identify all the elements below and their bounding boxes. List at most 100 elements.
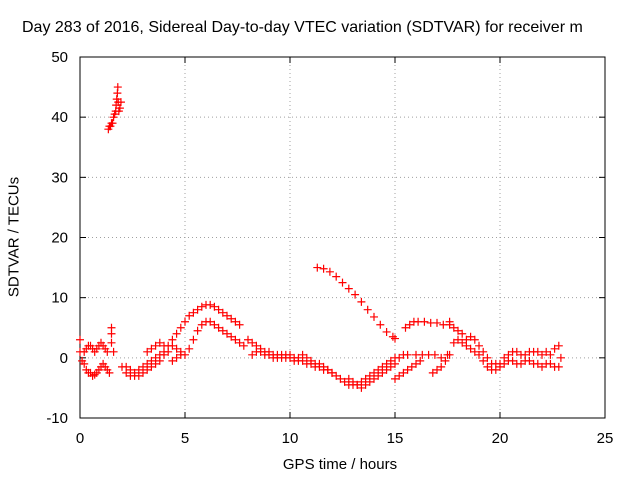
data-point (376, 320, 385, 329)
data-point (483, 353, 492, 362)
data-point (449, 338, 458, 347)
data-point (315, 359, 324, 368)
data-point (197, 320, 206, 329)
data-point (231, 335, 240, 344)
data-point (416, 356, 425, 365)
data-point (164, 347, 173, 356)
data-point (370, 368, 378, 377)
data-point (176, 323, 185, 332)
data-point (357, 383, 366, 392)
data-point (500, 359, 509, 368)
data-point (479, 356, 488, 365)
x-tick-label: 25 (597, 430, 614, 447)
data-point (491, 365, 500, 374)
data-point (458, 329, 467, 338)
data-point (483, 362, 492, 371)
data-point (90, 370, 99, 379)
data-point (386, 356, 395, 365)
data-point (325, 267, 334, 276)
data-point (223, 329, 231, 338)
data-point (395, 371, 404, 380)
data-point (340, 377, 349, 386)
data-point (231, 317, 240, 326)
data-point (115, 104, 124, 113)
data-point (248, 338, 257, 347)
data-point (239, 341, 248, 350)
data-point (470, 335, 479, 344)
data-point (193, 305, 202, 314)
data-point (185, 344, 194, 353)
data-point (546, 359, 555, 368)
data-point (197, 302, 206, 311)
data-point (160, 350, 168, 359)
data-point (210, 302, 219, 311)
data-point (294, 353, 303, 362)
data-point (116, 98, 125, 107)
data-point (466, 344, 475, 353)
data-point (349, 377, 357, 386)
data-point (168, 341, 177, 350)
x-tick-label: 5 (181, 430, 189, 447)
y-tick-label: 50 (51, 49, 68, 66)
data-point (378, 362, 387, 371)
data-point (176, 350, 185, 359)
data-point (370, 312, 378, 321)
x-tick-label: 20 (492, 430, 509, 447)
data-point (344, 284, 353, 293)
y-axis-label: SDTVAR / TECUs (5, 176, 23, 298)
data-point (214, 305, 223, 314)
data-point (533, 347, 542, 356)
data-point (256, 347, 265, 356)
data-point (412, 359, 420, 368)
y-tick-label: 30 (51, 169, 68, 186)
data-point (126, 365, 135, 374)
data-point (441, 356, 450, 365)
data-point (107, 338, 116, 347)
data-point (307, 356, 315, 365)
data-point (361, 380, 370, 389)
data-point (323, 365, 332, 374)
data-point (399, 368, 408, 377)
data-point (189, 335, 198, 344)
data-point (391, 334, 399, 343)
data-point (556, 353, 565, 362)
y-tick-label: 10 (51, 290, 68, 307)
data-point (244, 335, 252, 344)
data-point (363, 305, 372, 314)
data-point (437, 353, 446, 362)
data-point (151, 341, 160, 350)
data-point (319, 362, 328, 371)
data-point (151, 359, 160, 368)
data-point (302, 353, 311, 362)
data-point (143, 347, 152, 356)
data-point (80, 359, 89, 368)
data-point (433, 318, 441, 327)
data-point (525, 356, 534, 365)
data-point (365, 371, 374, 380)
data-point (147, 344, 156, 353)
x-axis-label: GPS time / hours (282, 456, 398, 473)
data-point (445, 350, 454, 359)
data-point (218, 326, 227, 335)
data-point (248, 350, 257, 359)
data-point (328, 368, 336, 377)
data-point (470, 347, 479, 356)
data-point (332, 371, 341, 380)
data-point (227, 332, 236, 341)
data-point (407, 362, 416, 371)
data-point (313, 263, 322, 272)
chart-title: Day 283 of 2016, Sidereal Day-to-day VTE… (22, 19, 583, 36)
data-point (428, 368, 437, 377)
data-point (139, 368, 147, 377)
data-point (517, 359, 525, 368)
x-tick-label: 0 (76, 430, 84, 447)
y-tick-label: 40 (51, 109, 68, 126)
data-point (105, 368, 114, 377)
data-point (189, 308, 198, 317)
data-point (143, 365, 152, 374)
data-point (181, 317, 189, 326)
data-point (475, 341, 483, 350)
data-point (155, 338, 164, 347)
data-point (401, 323, 410, 332)
